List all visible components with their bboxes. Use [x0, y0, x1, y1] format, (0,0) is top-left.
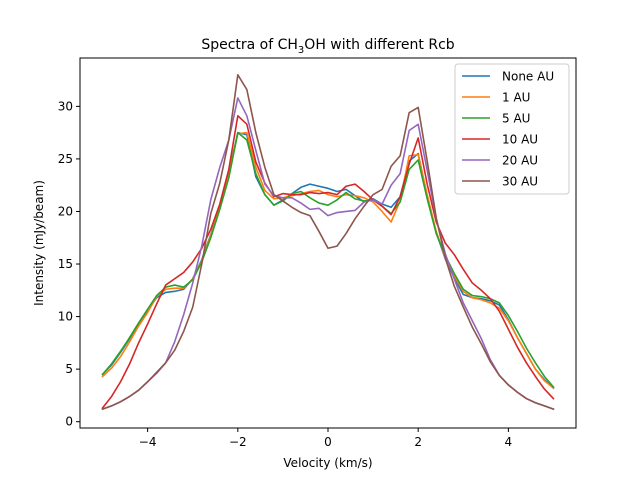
series-line-6 [101, 74, 555, 411]
x-tick-label: −2 [229, 435, 247, 449]
x-tick-label: 4 [505, 435, 513, 449]
y-tick-label: 20 [58, 204, 73, 218]
series-line-3 [101, 131, 555, 389]
y-tick-label: 10 [58, 310, 73, 324]
y-axis-label: Intensity (mJy/beam) [32, 180, 46, 306]
legend-label: 20 AU [502, 154, 538, 168]
x-tick-label: 0 [324, 435, 332, 449]
legend-label: 1 AU [502, 91, 530, 105]
legend-label: None AU [502, 70, 554, 84]
legend: None AU 1 AU 5 AU 10 AU 20 AU 30 AU [454, 63, 570, 195]
y-tick-label: 30 [58, 99, 73, 113]
series-line-2 [101, 131, 555, 390]
x-tick-label: −4 [139, 435, 157, 449]
y-tick-label: 5 [65, 362, 73, 376]
series-line-4 [101, 115, 555, 410]
plot-area [79, 57, 577, 429]
x-axis-ticks: −4 −2 0 2 4 [139, 428, 512, 449]
y-axis-ticks: 0 5 10 15 20 25 30 [58, 99, 80, 429]
series-layer [101, 74, 555, 411]
chart-title: Spectra of CH3OH with different Rcb [201, 37, 454, 56]
legend-label: 30 AU [502, 175, 538, 189]
y-tick-label: 15 [58, 257, 73, 271]
legend-label: 10 AU [502, 133, 538, 147]
series-line-5 [101, 97, 555, 411]
x-tick-label: 2 [414, 435, 422, 449]
x-axis-label: Velocity (km/s) [283, 456, 372, 470]
y-tick-label: 25 [58, 152, 73, 166]
legend-label: 5 AU [502, 112, 530, 126]
y-tick-label: 0 [65, 415, 73, 429]
